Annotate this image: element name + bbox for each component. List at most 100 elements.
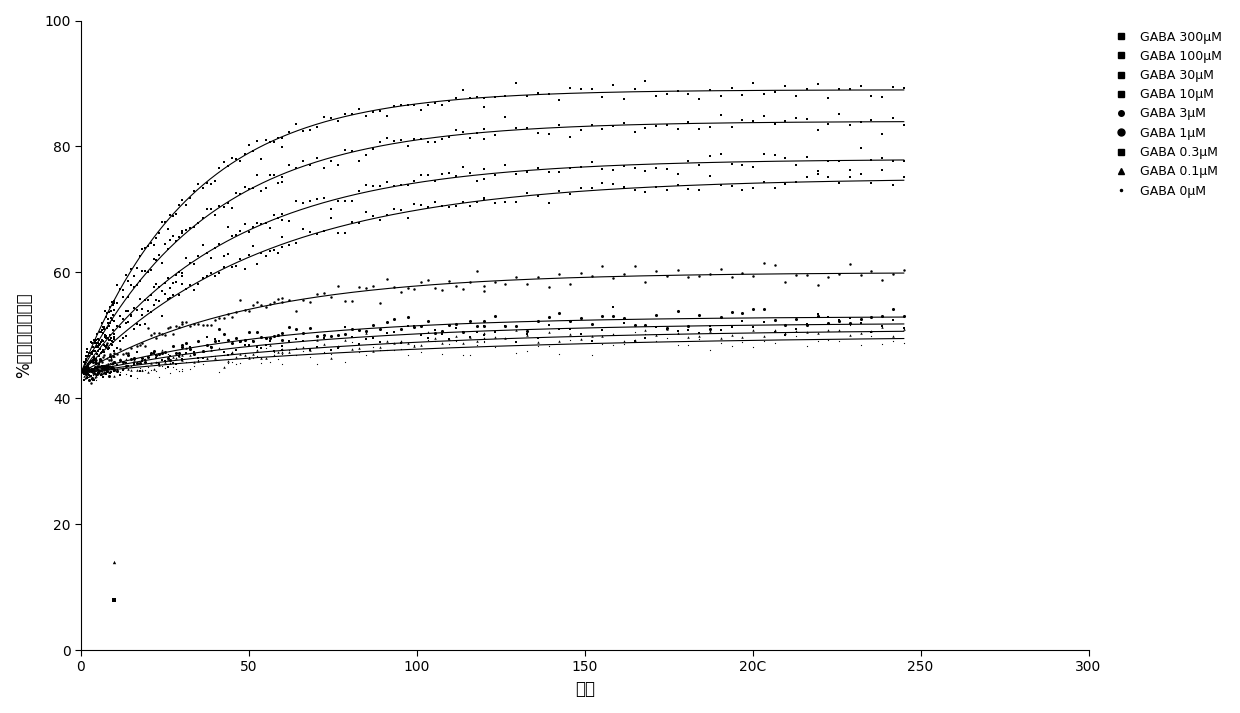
Point xyxy=(467,335,487,347)
Point xyxy=(188,355,208,366)
Point xyxy=(135,242,155,254)
Point xyxy=(851,81,870,92)
Point xyxy=(243,145,263,157)
Point xyxy=(98,361,118,373)
Point xyxy=(126,304,146,315)
Point xyxy=(84,374,104,385)
Point xyxy=(98,359,118,370)
Point xyxy=(172,365,192,376)
Point xyxy=(79,364,99,376)
Point xyxy=(100,329,120,341)
Point xyxy=(255,332,275,344)
Point xyxy=(538,327,558,338)
Point xyxy=(775,277,795,288)
Point xyxy=(88,345,108,356)
Point xyxy=(98,360,118,371)
Point xyxy=(646,329,666,340)
Point xyxy=(279,344,299,356)
Point xyxy=(87,363,107,374)
Point xyxy=(169,289,188,301)
Point xyxy=(124,270,144,282)
Point xyxy=(818,324,838,336)
Point xyxy=(104,356,124,368)
Point xyxy=(348,281,368,292)
Point xyxy=(839,171,859,183)
Point xyxy=(172,227,192,239)
Point xyxy=(201,252,221,264)
Point xyxy=(603,79,622,91)
Point xyxy=(164,341,184,352)
Point xyxy=(273,132,293,143)
Point xyxy=(412,199,432,210)
Point xyxy=(264,297,284,308)
Point xyxy=(646,335,666,347)
Point xyxy=(636,186,656,198)
Point xyxy=(453,284,472,295)
Point xyxy=(614,338,634,349)
Point xyxy=(733,185,753,196)
Point xyxy=(593,163,613,175)
Point xyxy=(549,269,569,280)
Point xyxy=(433,200,453,212)
Point xyxy=(97,362,117,374)
Point xyxy=(100,357,120,369)
Point xyxy=(268,247,288,259)
Point xyxy=(883,336,903,347)
Point xyxy=(646,163,666,174)
Point xyxy=(678,116,698,128)
Point xyxy=(839,329,859,341)
Point xyxy=(356,110,376,121)
Point xyxy=(166,320,186,332)
Point xyxy=(210,267,229,279)
Point xyxy=(239,327,259,338)
Point xyxy=(218,334,238,345)
Point xyxy=(84,361,104,373)
Point xyxy=(839,164,859,175)
Point xyxy=(176,225,196,236)
Point xyxy=(711,311,730,322)
Point xyxy=(467,127,487,138)
Point xyxy=(883,113,903,124)
Point xyxy=(404,320,424,332)
Point xyxy=(404,198,424,210)
Point xyxy=(308,359,327,370)
Point xyxy=(775,319,795,331)
Point xyxy=(86,337,105,349)
Point xyxy=(213,156,233,168)
Point xyxy=(678,272,698,283)
Point xyxy=(78,364,98,375)
Point xyxy=(335,227,355,239)
Point xyxy=(97,332,117,344)
Point xyxy=(227,359,247,370)
Point xyxy=(104,304,124,316)
Point xyxy=(74,366,94,377)
Point xyxy=(711,337,730,349)
Point xyxy=(77,351,97,362)
Point xyxy=(135,353,155,364)
Point xyxy=(188,178,208,190)
Point xyxy=(439,333,459,344)
Point xyxy=(192,240,212,251)
Point xyxy=(391,99,410,111)
Point xyxy=(82,366,102,378)
Point xyxy=(711,91,730,102)
Point xyxy=(603,302,622,313)
Point xyxy=(701,122,720,133)
Point xyxy=(765,338,785,349)
Point xyxy=(108,342,128,354)
Point xyxy=(485,130,505,141)
Point xyxy=(78,360,98,371)
Point xyxy=(348,342,368,354)
Point xyxy=(206,350,226,361)
Point xyxy=(91,360,110,371)
Point xyxy=(383,180,403,192)
Point xyxy=(115,369,135,380)
Point xyxy=(113,356,133,368)
Point xyxy=(453,326,472,337)
Point xyxy=(711,148,730,160)
Point xyxy=(144,299,164,311)
Point xyxy=(239,352,259,364)
Point xyxy=(582,182,601,193)
Point xyxy=(668,327,688,339)
Point xyxy=(197,332,217,343)
